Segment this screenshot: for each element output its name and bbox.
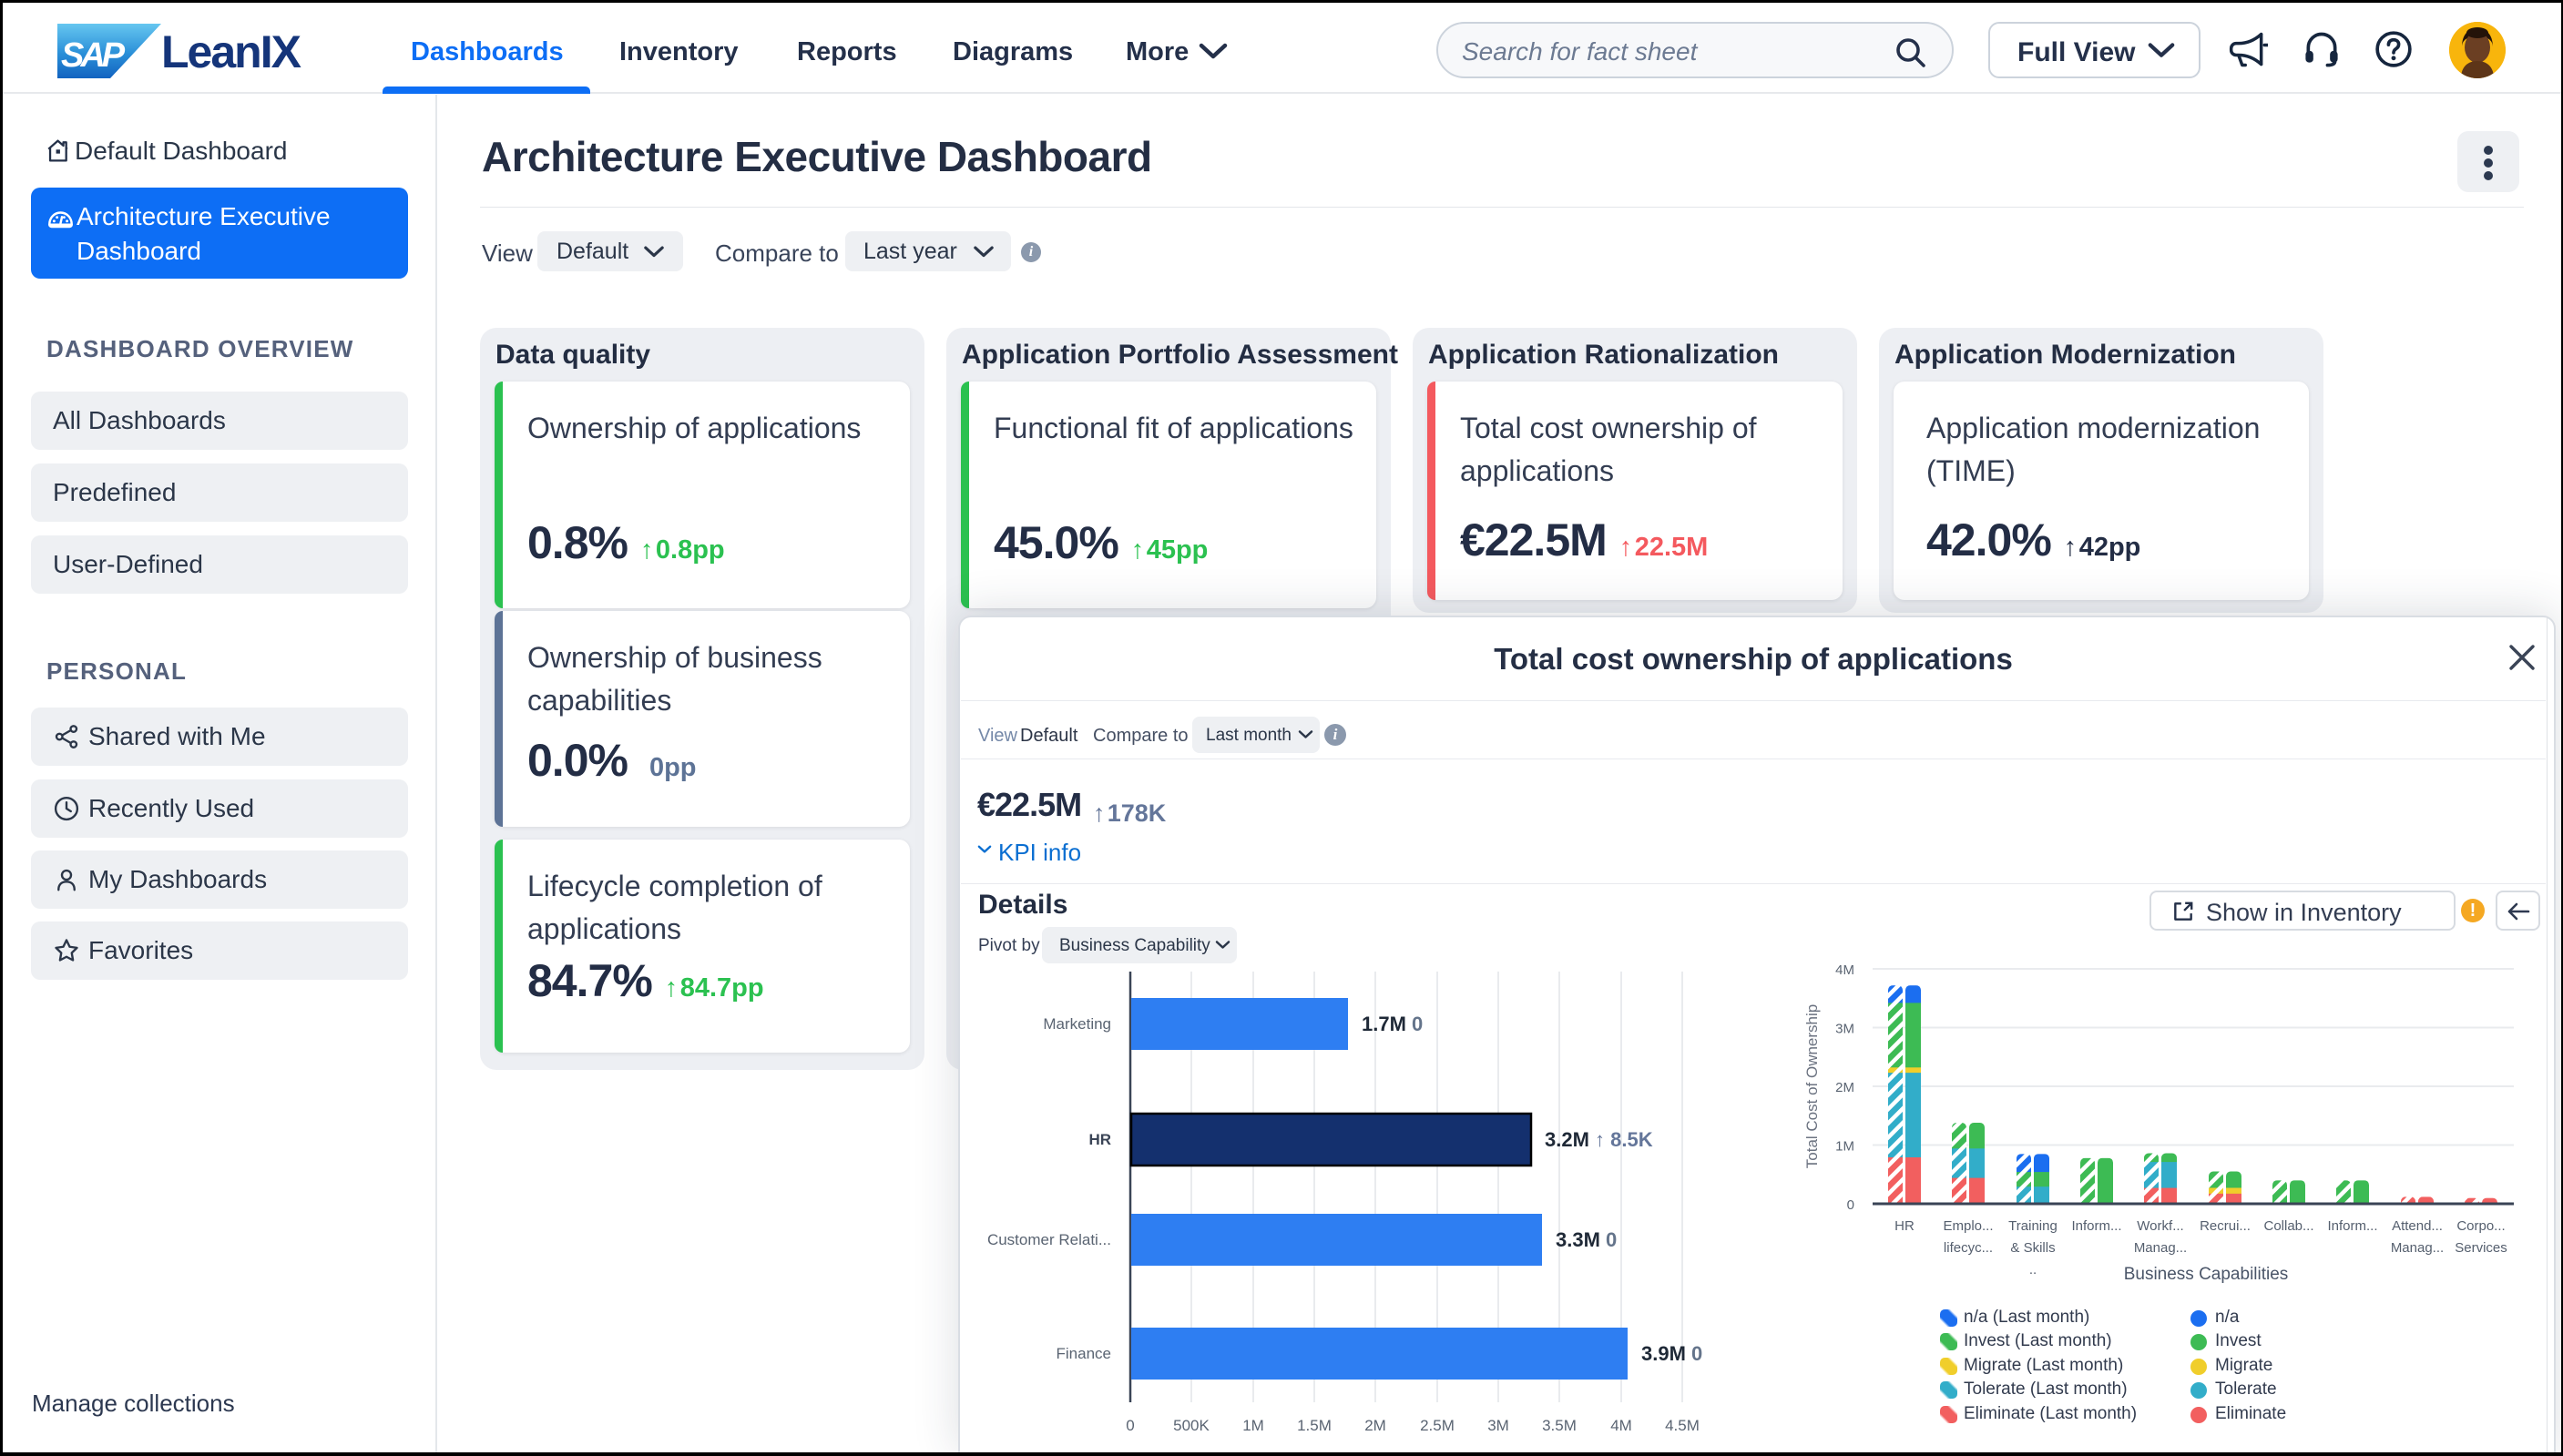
svg-text:4M: 4M	[1835, 963, 1854, 978]
svg-text:Total Cost of Ownership: Total Cost of Ownership	[1803, 1004, 1821, 1168]
svg-text:& Skills: & Skills	[2010, 1240, 2055, 1256]
svg-text:Marketing: Marketing	[1043, 1015, 1111, 1033]
svg-text:Workf...: Workf...	[2137, 1218, 2183, 1234]
svg-text:3.2M ↑ 8.5K: 3.2M ↑ 8.5K	[1545, 1128, 1653, 1151]
svg-text:500K: 500K	[1173, 1417, 1210, 1434]
svg-text:Inform...: Inform...	[2327, 1218, 2377, 1234]
svg-text:HR: HR	[1088, 1131, 1111, 1148]
svg-text:3.5M: 3.5M	[1542, 1417, 1577, 1434]
svg-text:Manag...: Manag...	[2391, 1240, 2444, 1256]
svg-text:lifecyc...: lifecyc...	[1944, 1240, 1993, 1256]
svg-text:2M: 2M	[1835, 1080, 1854, 1095]
svg-text:0: 0	[1126, 1417, 1134, 1434]
svg-text:SAP: SAP	[61, 36, 126, 75]
svg-text:1.5M: 1.5M	[1297, 1417, 1332, 1434]
svg-text:Training: Training	[2008, 1218, 2058, 1234]
svg-text:..: ..	[2029, 1262, 2037, 1278]
svg-text:Inform...: Inform...	[2071, 1218, 2121, 1234]
svg-text:Business Capabilities: Business Capabilities	[2124, 1265, 2289, 1284]
svg-text:1.7M 0: 1.7M 0	[1362, 1013, 1423, 1035]
svg-text:0: 0	[1847, 1197, 1854, 1213]
svg-text:Manag...: Manag...	[2134, 1240, 2187, 1256]
svg-text:2M: 2M	[1364, 1417, 1386, 1434]
svg-text:3M: 3M	[1835, 1022, 1854, 1037]
svg-text:1M: 1M	[1835, 1139, 1854, 1155]
svg-text:Finance: Finance	[1057, 1345, 1111, 1362]
svg-text:3.3M 0: 3.3M 0	[1556, 1228, 1617, 1251]
svg-text:4.5M: 4.5M	[1665, 1417, 1700, 1434]
svg-text:1M: 1M	[1242, 1417, 1264, 1434]
svg-text:Collab...: Collab...	[2263, 1218, 2313, 1234]
svg-text:Corpo...: Corpo...	[2456, 1218, 2505, 1234]
svg-text:Emplo...: Emplo...	[1943, 1218, 1993, 1234]
svg-text:3M: 3M	[1487, 1417, 1509, 1434]
svg-text:HR: HR	[1894, 1218, 1915, 1234]
svg-text:Customer Relati...: Customer Relati...	[987, 1231, 1111, 1248]
svg-text:2.5M: 2.5M	[1420, 1417, 1455, 1434]
svg-text:Recrui...: Recrui...	[2200, 1218, 2251, 1234]
svg-text:4M: 4M	[1610, 1417, 1632, 1434]
svg-text:3.9M 0: 3.9M 0	[1641, 1342, 1702, 1365]
svg-text:Attend...: Attend...	[2392, 1218, 2443, 1234]
svg-text:Services: Services	[2455, 1240, 2507, 1256]
